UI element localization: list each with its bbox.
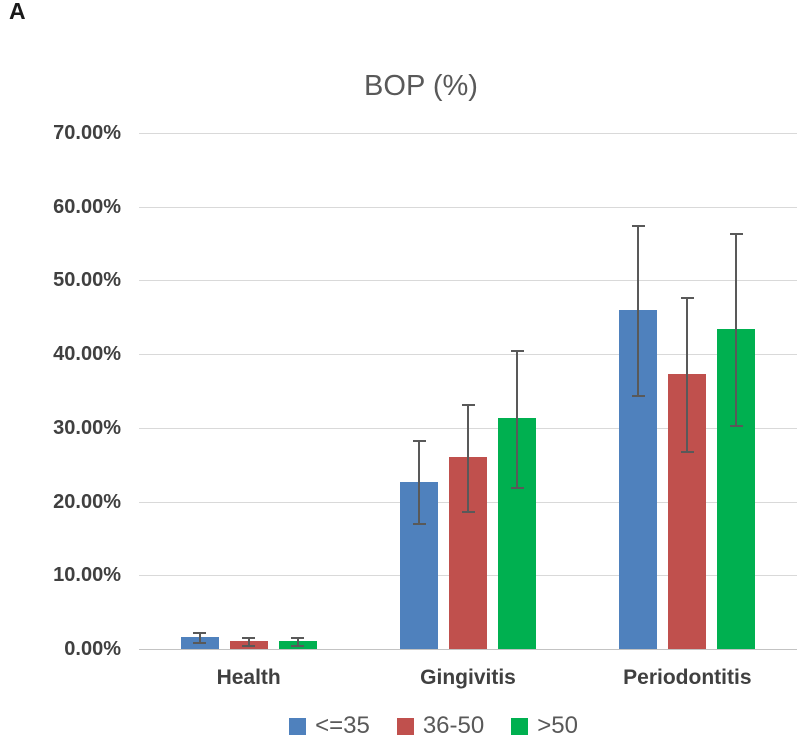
y-axis-tick-label: 40.00%: [53, 343, 121, 366]
legend-swatch-icon: [511, 717, 529, 735]
y-axis-tick-label: 70.00%: [53, 122, 121, 144]
error-bar: [735, 233, 738, 425]
error-bar-cap: [631, 394, 645, 397]
error-bar: [418, 440, 420, 523]
y-axis-tick-label: 50.00%: [53, 269, 121, 292]
y-axis-tick-label: 20.00%: [53, 490, 121, 513]
error-bar-cap: [510, 349, 524, 352]
legend-label: <=35: [315, 712, 370, 739]
error-bar-cap: [510, 486, 524, 489]
legend-item: 36-50: [396, 712, 485, 740]
legend-label: 36-50: [422, 712, 485, 739]
error-bar-cap: [461, 403, 475, 406]
error-bar-cap: [729, 233, 743, 236]
legend-swatch-icon: [396, 717, 414, 735]
gridline: [139, 280, 797, 282]
plot-area: [139, 133, 797, 650]
error-bar-cap: [729, 424, 743, 427]
panel-label: A: [9, 0, 26, 24]
error-bar-cap: [242, 637, 256, 640]
error-bar: [516, 349, 518, 487]
gridline: [139, 206, 797, 208]
y-axis-tick-label: 10.00%: [53, 564, 121, 587]
legend-label: >50: [537, 712, 578, 739]
y-axis-tick-label: 0.00%: [64, 638, 121, 660]
error-bar-cap: [680, 297, 694, 300]
x-axis-label-gingivitis: Gingivitis: [420, 666, 516, 689]
legend-item: <=35: [289, 712, 370, 740]
chart-title: BOP (%): [364, 70, 478, 102]
error-bar: [467, 403, 469, 512]
gridline: [139, 354, 797, 356]
error-bar: [198, 632, 201, 643]
error-bar-cap: [291, 644, 305, 647]
x-axis-label-health: Health: [216, 666, 281, 689]
error-bar: [296, 637, 299, 645]
gridline: [139, 133, 797, 134]
error-bar-cap: [680, 450, 694, 453]
error-bar: [637, 225, 640, 395]
y-axis-tick-label: 30.00%: [53, 416, 121, 439]
error-bar-cap: [412, 522, 426, 525]
error-bar-cap: [291, 637, 305, 640]
error-bar-cap: [193, 632, 207, 635]
x-axis-line: [139, 649, 797, 650]
error-bar-cap: [631, 225, 645, 228]
error-bar: [686, 297, 689, 451]
error-bar-cap: [461, 511, 475, 514]
legend-swatch-icon: [289, 717, 307, 735]
error-bar-cap: [193, 642, 207, 645]
error-bar-cap: [242, 644, 256, 647]
error-bar-cap: [412, 440, 426, 443]
legend-item: >50: [511, 712, 578, 740]
legend: <=35 36-50 >50: [67, 711, 800, 741]
error-bar: [247, 637, 250, 645]
y-axis: 0.00% 10.00% 20.00% 30.00% 40.00% 50.00% 60.00…: [0, 122, 121, 660]
x-axis-label-periodontitis: Periodontitis: [623, 666, 752, 689]
y-axis-tick-label: 60.00%: [53, 195, 121, 218]
